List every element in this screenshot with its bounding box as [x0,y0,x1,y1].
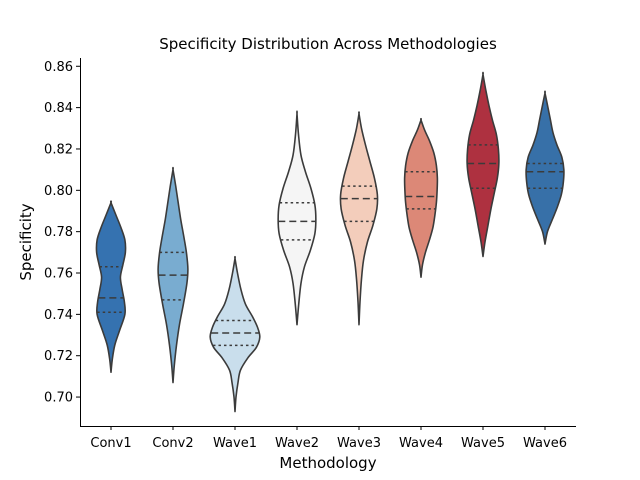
x-tick-label: Wave4 [399,436,443,451]
x-tick-label: Wave5 [461,436,505,451]
violin-wave6 [525,90,565,245]
violin-body [525,90,565,245]
violin-conv2 [157,166,189,384]
y-tick-label: 0.74 [44,308,73,323]
violin-wave5 [466,71,500,258]
y-tick-label: 0.70 [44,391,73,406]
violin-wave3 [339,111,379,326]
y-tick-label: 0.86 [44,60,73,75]
y-tick-label: 0.72 [44,349,73,364]
violin-body [95,200,127,374]
y-ticks-group: 0.70 0.72 0.74 0.76 0.78 0.80 0.82 0.84 0.86 [44,60,80,406]
x-ticks-group: Conv1 Conv2 Wave1 Wave2 Wave3 Wave4 Wave5 Wave6 [90,426,567,451]
y-tick-label: 0.78 [44,225,73,240]
x-tick-label: Wave3 [337,436,381,451]
y-axis-label: Specificity [17,203,35,280]
chart-title: Specificity Distribution Across Methodol… [159,35,497,53]
x-tick-label: Wave1 [213,436,257,451]
violin-body [277,110,317,326]
y-tick-label: 0.80 [44,184,73,199]
x-tick-label: Conv2 [152,436,193,451]
violin-wave1 [209,255,261,413]
y-tick-label: 0.76 [44,267,73,282]
violins-group [95,71,565,413]
y-tick-label: 0.84 [44,101,73,116]
violin-body [339,111,379,326]
x-tick-label: Wave6 [523,436,567,451]
violin-wave2 [277,110,317,326]
x-axis-label: Methodology [279,454,376,472]
violin-body [209,255,261,413]
x-tick-label: Wave2 [275,436,319,451]
violin-wave4 [403,117,439,278]
violin-body [403,117,439,278]
violin-conv1 [95,200,127,374]
y-tick-label: 0.82 [44,142,73,157]
violin-body [466,71,500,258]
x-tick-label: Conv1 [90,436,131,451]
